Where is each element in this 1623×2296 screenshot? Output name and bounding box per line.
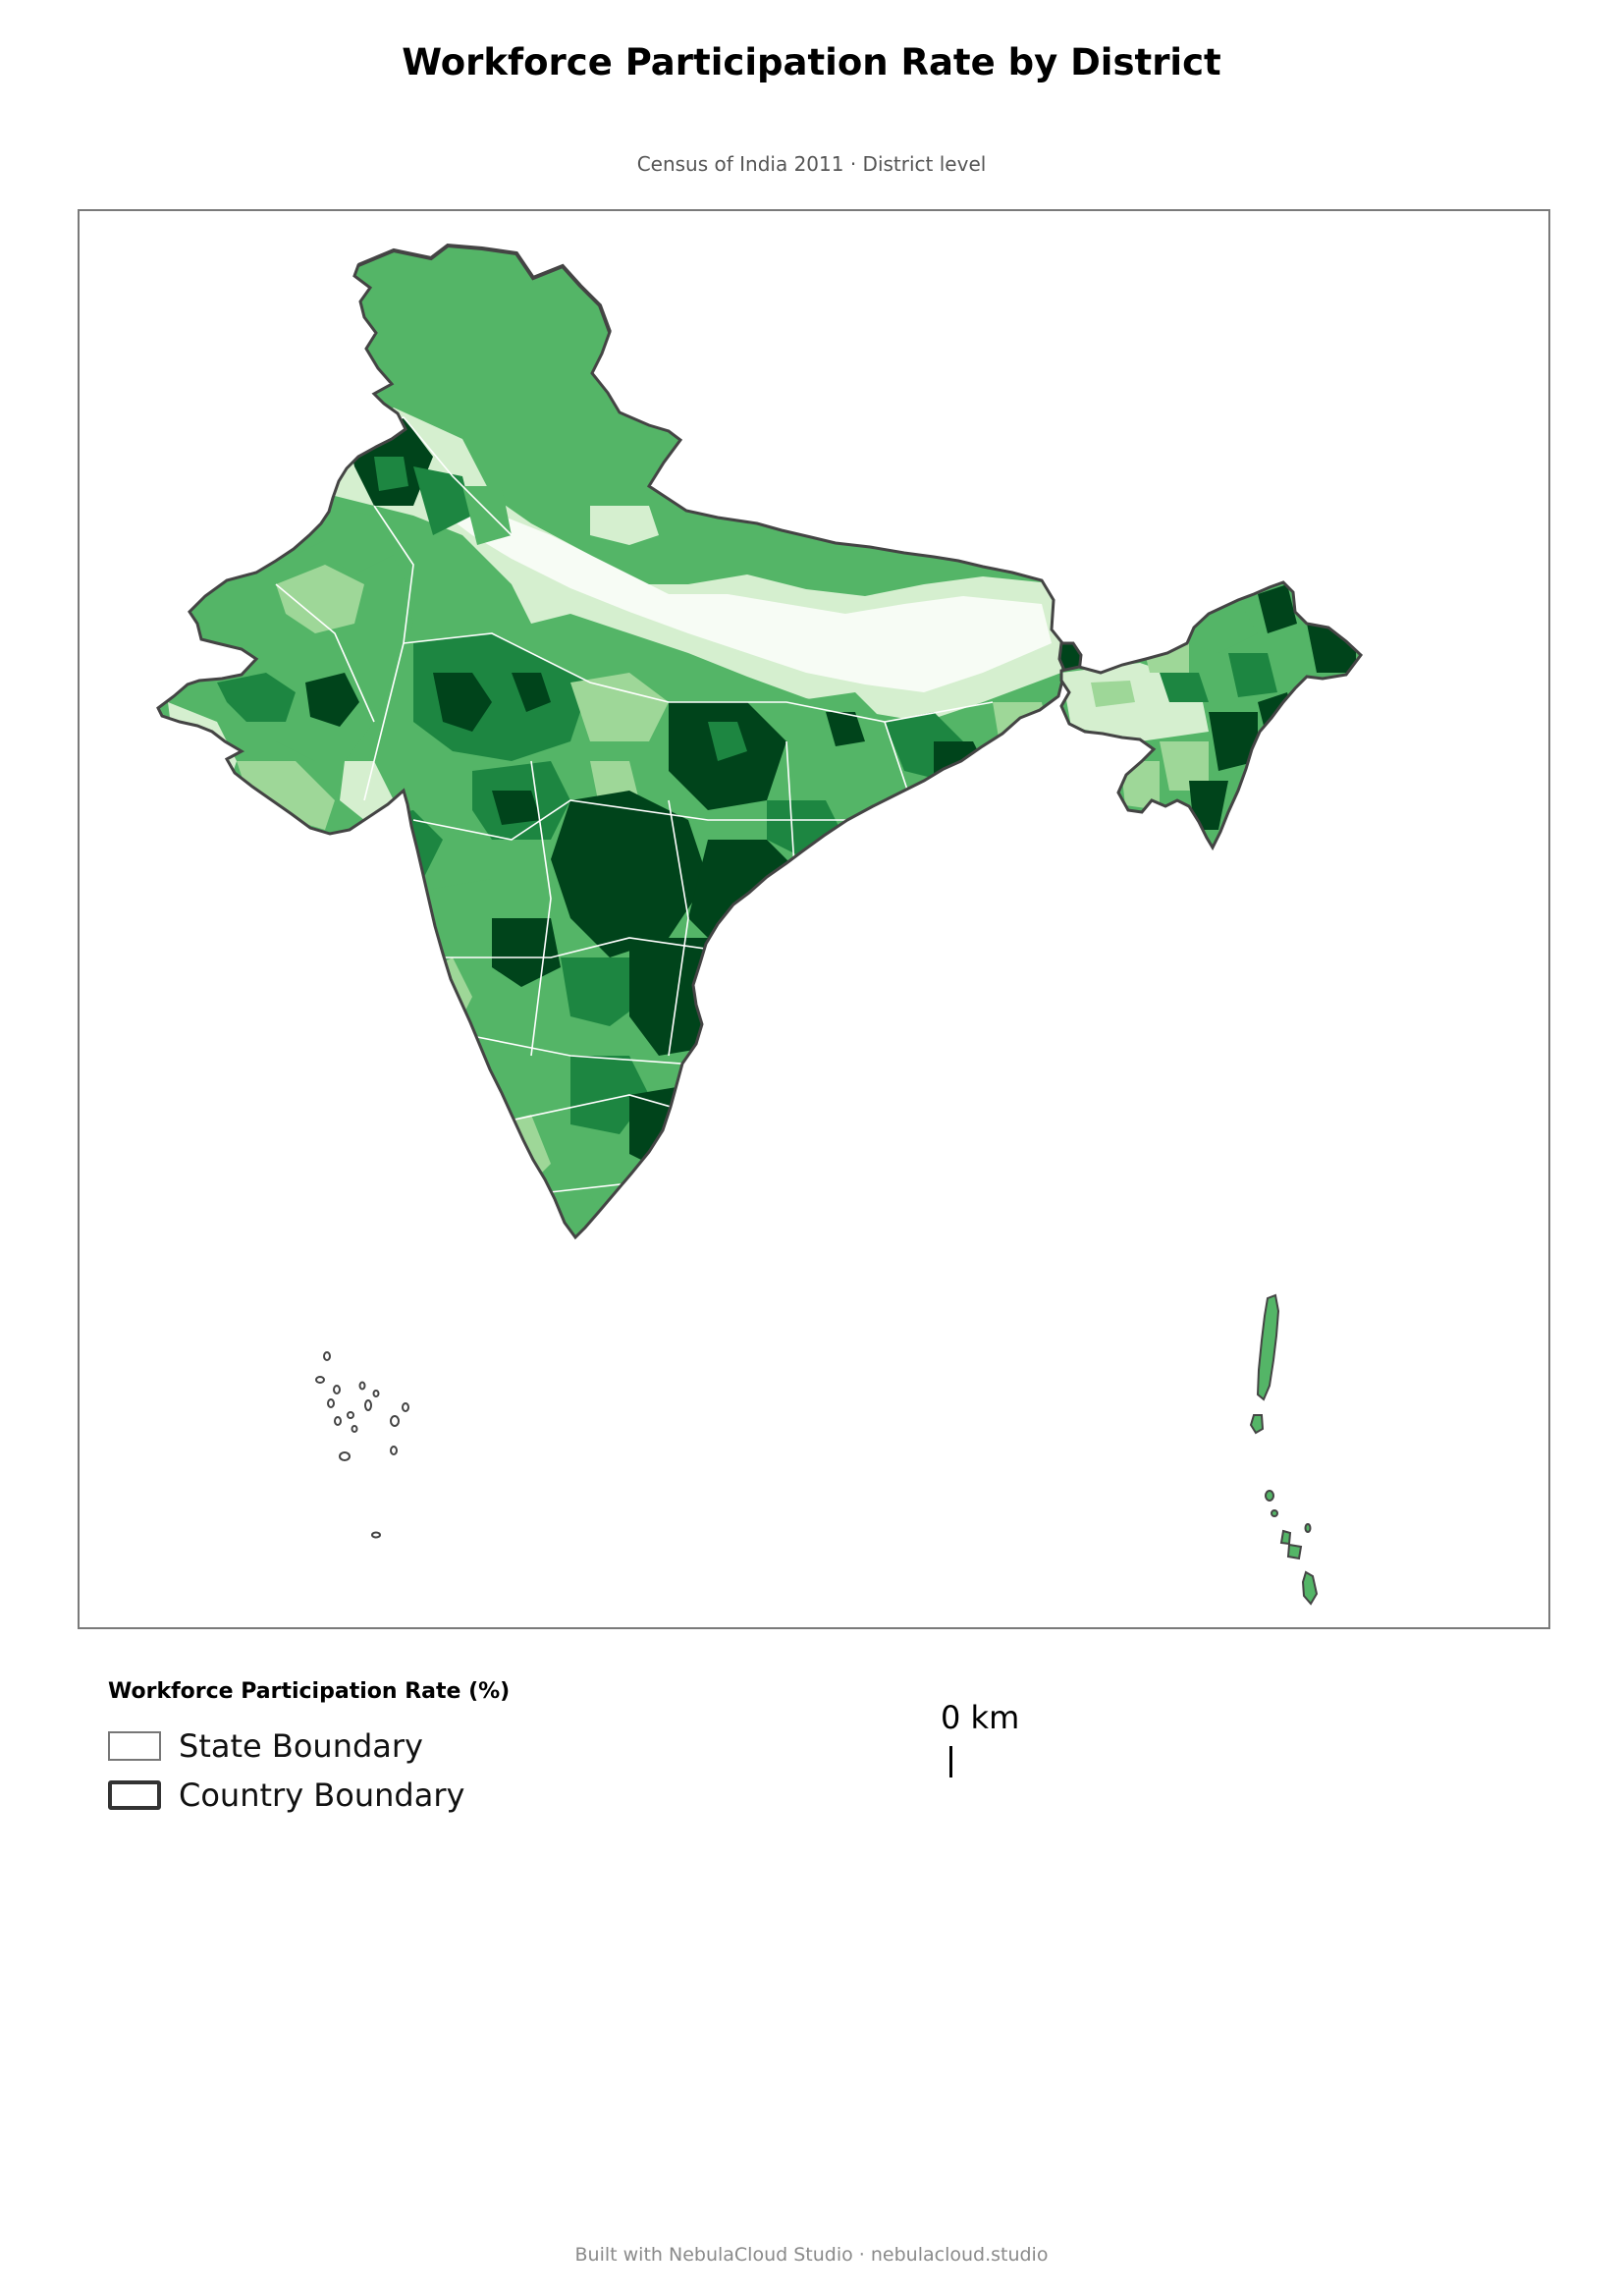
country-boundary-northeast: [1059, 580, 1364, 851]
sikkim-region: [1059, 643, 1081, 673]
map-frame[interactable]: [78, 209, 1550, 1629]
scale-bar-tick: [949, 1746, 952, 1777]
footer-credit: Built with NebulaCloud Studio · nebulacl…: [574, 2244, 1049, 2266]
northeast-districts: [1061, 582, 1361, 847]
state-boundary-swatch: [108, 1731, 161, 1761]
andaman-nicobar-islands: [1249, 1293, 1319, 1606]
legend-label: State Boundary: [179, 1727, 423, 1765]
mainland-districts: [158, 246, 1067, 1237]
map-subtitle: Census of India 2011 · District level: [636, 152, 987, 176]
india-choropleth-map[interactable]: [80, 211, 1552, 1631]
lakshadweep-islands: [315, 1351, 409, 1539]
legend-item-country-boundary: Country Boundary: [108, 1771, 510, 1820]
map-legend: Workforce Participation Rate (%) State B…: [108, 1679, 510, 1820]
country-boundary-swatch: [108, 1780, 161, 1810]
scale-bar: 0 km: [941, 1699, 1019, 1777]
legend-title: Workforce Participation Rate (%): [108, 1679, 511, 1704]
map-title: Workforce Participation Rate by District: [402, 41, 1221, 83]
scale-bar-label: 0 km: [941, 1699, 1020, 1736]
state-boundaries: [275, 416, 1023, 1237]
legend-label: Country Boundary: [179, 1777, 465, 1814]
legend-item-state-boundary: State Boundary: [108, 1722, 510, 1771]
